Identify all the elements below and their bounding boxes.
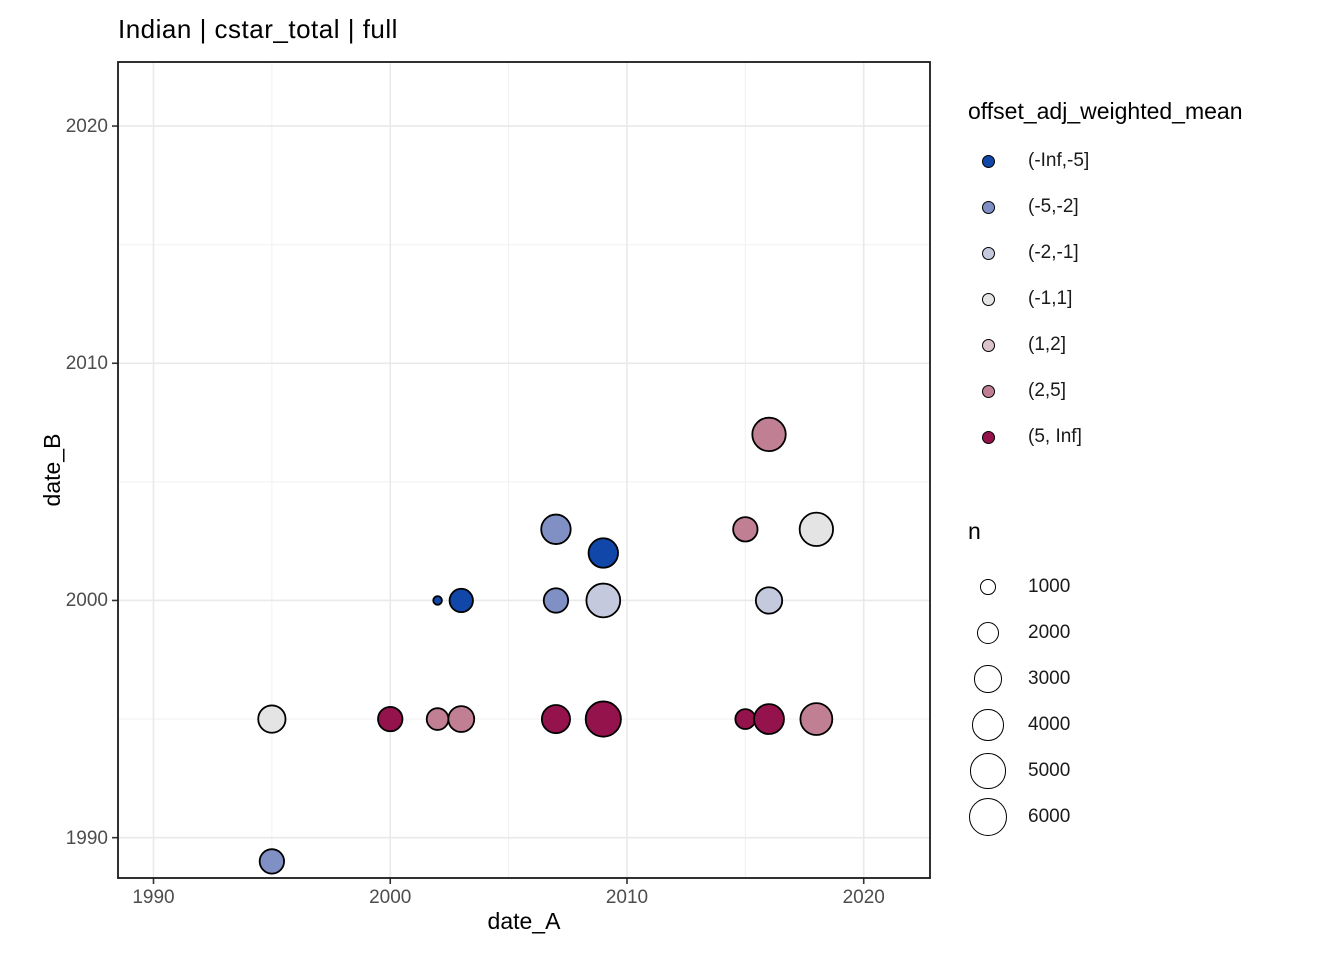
size-key-icon <box>972 709 1004 741</box>
color-legend-item: (-2,-1] <box>968 230 1338 276</box>
data-point <box>753 703 785 735</box>
color-legend-title: offset_adj_weighted_mean <box>968 98 1243 124</box>
size-legend: n 1000 2000 3000 4000 5000 6000 <box>968 516 1338 840</box>
size-legend-label: 6000 <box>1028 806 1071 827</box>
y-tick-label: 2020 <box>65 116 108 138</box>
color-key-icon <box>981 430 995 444</box>
size-key-icon <box>970 753 1006 789</box>
size-legend-item: 6000 <box>968 794 1338 840</box>
plot-title: Indian | cstar_total | full <box>118 14 398 44</box>
size-legend-label: 2000 <box>1028 622 1071 643</box>
color-key-icon <box>981 338 995 352</box>
size-legend-item: 2000 <box>968 610 1338 656</box>
size-key-icon <box>976 621 1000 645</box>
x-tick-label: 2010 <box>605 887 649 908</box>
color-legend-label: (-5,-2] <box>1028 196 1079 217</box>
y-tick-label: 2000 <box>65 590 108 612</box>
y-tick-label: 2010 <box>65 353 108 375</box>
color-legend-label: (5, Inf] <box>1028 426 1082 447</box>
color-legend-item: (-Inf,-5] <box>968 138 1338 184</box>
data-point <box>585 582 622 619</box>
size-legend-label: 5000 <box>1028 760 1071 781</box>
color-legend-item: (-5,-2] <box>968 184 1338 230</box>
data-point <box>542 587 570 614</box>
data-point <box>799 702 834 736</box>
color-legend-label: (1,2] <box>1028 334 1067 355</box>
color-key-icon <box>981 292 995 306</box>
panel-border <box>117 61 931 879</box>
color-legend-label: (-2,-1] <box>1028 242 1079 263</box>
color-legend-item: (2,5] <box>968 368 1338 414</box>
size-legend-item: 3000 <box>968 656 1338 702</box>
data-point <box>258 848 285 875</box>
color-legend: offset_adj_weighted_mean (-Inf,-5] (-5,-… <box>968 96 1338 460</box>
data-point <box>587 537 619 569</box>
x-tick-label: 2000 <box>369 887 412 908</box>
data-point <box>584 700 622 738</box>
data-point <box>751 416 787 453</box>
color-legend-label: (-Inf,-5] <box>1028 150 1090 171</box>
color-key-icon <box>981 246 995 260</box>
color-legend-label: (-1,1] <box>1028 288 1073 309</box>
size-legend-item: 5000 <box>968 748 1338 794</box>
data-point <box>447 705 476 733</box>
size-legend-item: 1000 <box>968 564 1338 610</box>
data-point <box>377 705 404 733</box>
color-key-icon <box>981 384 995 398</box>
data-point <box>540 513 572 545</box>
data-point <box>734 708 757 730</box>
data-point <box>540 704 571 735</box>
size-key-icon <box>980 579 996 595</box>
y-tick-label: 1990 <box>65 827 108 849</box>
data-point <box>257 704 287 734</box>
data-point <box>754 586 784 615</box>
size-key-icon <box>968 797 1008 837</box>
color-legend-item: (5, Inf] <box>968 414 1338 460</box>
size-legend-label: 4000 <box>1028 714 1071 735</box>
size-legend-label: 1000 <box>1028 576 1071 597</box>
color-legend-item: (-1,1] <box>968 276 1338 322</box>
data-point <box>732 516 759 543</box>
size-legend-title: n <box>968 518 981 544</box>
data-point <box>425 707 450 731</box>
color-legend-label: (2,5] <box>1028 380 1067 401</box>
color-legend-item: (1,2] <box>968 322 1338 368</box>
data-point <box>798 511 834 547</box>
x-axis-title: date_A <box>487 908 561 934</box>
size-key-icon <box>974 665 1002 693</box>
data-point <box>448 587 474 614</box>
size-legend-item: 4000 <box>968 702 1338 748</box>
color-key-icon <box>981 154 995 168</box>
size-legend-label: 3000 <box>1028 668 1071 689</box>
y-axis-title: date_B <box>38 433 65 507</box>
color-key-icon <box>981 200 995 214</box>
x-tick-label: 2020 <box>842 887 885 908</box>
data-point <box>432 595 443 606</box>
x-tick-label: 1990 <box>132 887 175 908</box>
